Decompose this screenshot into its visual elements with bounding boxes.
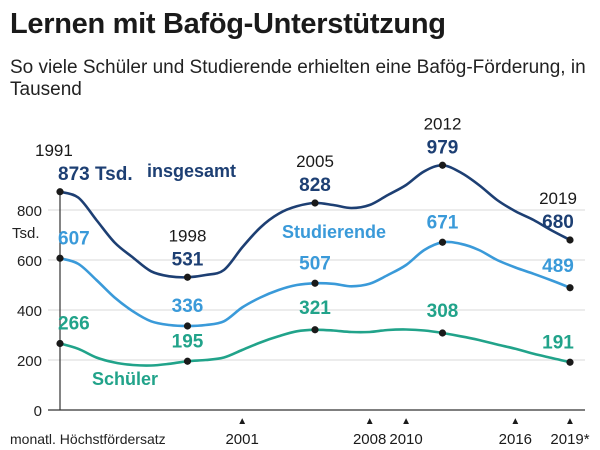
year-label: 1998 [169,226,207,245]
marker-year-label: 2016 [499,431,532,448]
data-label: 873 Tsd. [58,164,133,185]
data-point [183,273,192,281]
data-point [56,188,64,196]
marker-year-label: 2008 [353,431,386,448]
y-unit-label: Tsd. [12,225,40,242]
marker-triangle: ▲ [510,416,520,427]
series-label: Schüler [92,369,158,389]
data-point [566,284,574,292]
marker-triangle: ▲ [365,416,375,427]
data-point [438,161,447,169]
data-label: 607 [58,228,90,249]
marker-triangle: ▲ [565,416,575,427]
year-label: 2012 [424,114,462,133]
data-point [566,236,574,244]
series-label: insgesamt [147,161,236,181]
y-tick-label: 400 [17,303,42,320]
data-label: 531 [172,249,204,270]
data-label: 336 [172,296,204,317]
year-label: 2019 [539,189,577,208]
y-tick-label: 200 [17,353,42,370]
marker-year-label: 2010 [389,431,422,448]
data-point [56,254,64,262]
data-point [311,279,319,287]
data-point [183,357,192,365]
chart-subtitle: So viele Schüler und Studierende erhielt… [10,57,586,100]
data-label: 680 [542,212,574,233]
data-point [311,326,319,334]
data-label: 195 [172,331,204,352]
data-label: 191 [542,332,574,353]
data-point [438,329,447,337]
data-point [311,199,319,207]
y-tick-label: 600 [17,253,42,270]
chart-title: Lernen mit Bafög-Unterstützung [10,8,446,40]
data-point [566,358,574,366]
marker-triangle: ▲ [401,416,411,427]
y-tick-label: 800 [17,203,42,220]
year-label: 2005 [296,152,334,171]
marker-triangle: ▲ [237,416,247,427]
data-label: 489 [542,256,574,277]
series-label: Studierende [282,222,386,242]
marker-year-label: 2019* [550,431,589,448]
data-point [183,322,192,330]
data-label: 266 [58,314,90,335]
y-tick-label: 0 [34,403,42,420]
data-label: 321 [299,298,331,319]
data-point [438,238,447,246]
data-label: 507 [299,253,331,274]
data-label: 308 [427,301,459,322]
x-axis-note: monatl. Höchstfördersatz [10,431,166,447]
data-label: 828 [299,175,331,196]
year-label: 1991 [35,141,73,160]
data-point [56,339,64,348]
data-label: 979 [427,137,459,158]
data-label: 671 [427,212,459,233]
marker-year-label: 2001 [225,431,258,448]
